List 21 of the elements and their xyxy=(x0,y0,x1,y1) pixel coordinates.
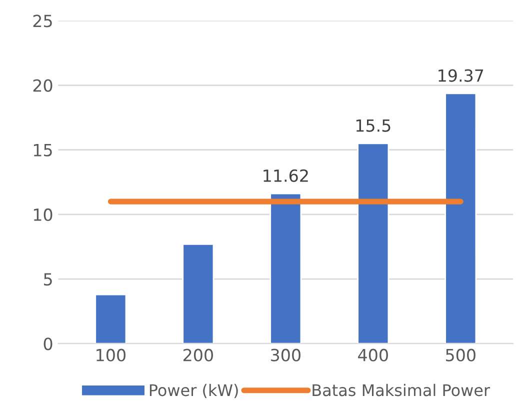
x-tick-label: 200 xyxy=(183,348,213,362)
legend-label: Batas Maksimal Power xyxy=(312,384,490,396)
y-tick-label: 0 xyxy=(44,338,52,350)
data-label: 15.5 xyxy=(356,119,390,132)
legend-label: Power (kW) xyxy=(150,384,238,398)
data-label: 11.62 xyxy=(264,169,308,182)
bar xyxy=(357,142,390,344)
bar xyxy=(182,243,214,344)
y-tick-label: 20 xyxy=(33,79,52,92)
y-tick-label: 25 xyxy=(33,14,52,28)
bar xyxy=(444,92,477,344)
data-label: 19.37 xyxy=(438,69,484,82)
x-tick-label: 100 xyxy=(96,348,126,362)
x-tick-label: 500 xyxy=(446,348,476,362)
y-tick-label: 15 xyxy=(34,144,52,156)
bar xyxy=(94,294,127,344)
y-tick-label: 10 xyxy=(34,208,52,222)
y-tick-label: 5 xyxy=(44,273,52,286)
x-tick-label: 300 xyxy=(271,348,300,362)
bar xyxy=(270,192,302,344)
x-tick-label: 400 xyxy=(358,348,388,362)
